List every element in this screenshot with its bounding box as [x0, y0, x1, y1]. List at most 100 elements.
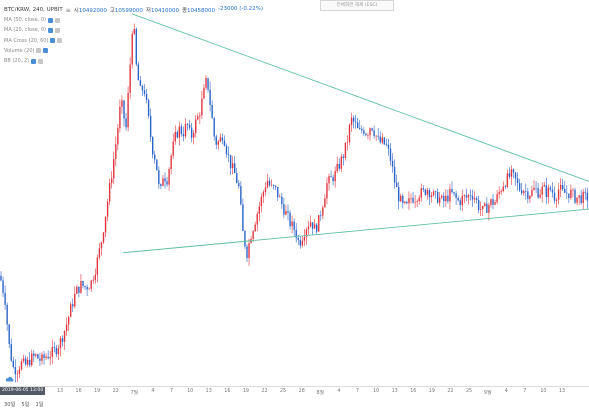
candle-body: [102, 232, 105, 243]
candle-body: [92, 280, 94, 281]
candle-body: [336, 163, 338, 172]
candle-body: [412, 197, 414, 203]
eye-icon[interactable]: [48, 27, 54, 33]
time-tick-label: 13: [558, 389, 566, 394]
candle-body: [55, 347, 58, 355]
candle-body: [496, 194, 498, 203]
candle-body: [367, 135, 369, 136]
candle-body: [104, 216, 107, 233]
candle-body: [86, 286, 88, 290]
settings-icon[interactable]: [55, 17, 61, 23]
candle-body: [4, 292, 6, 305]
time-tick-label: 25: [280, 389, 287, 394]
indicator-row[interactable]: BB (20, 2): [4, 57, 62, 65]
candle-body: [393, 166, 396, 183]
candle-body: [10, 343, 12, 361]
range-5d-button[interactable]: 5일: [21, 402, 30, 408]
candle-body: [6, 304, 8, 325]
candle-body: [568, 193, 570, 199]
candle-body: [453, 192, 455, 194]
ohlc-change: -23000 (-0.22%): [218, 6, 264, 12]
candle-body: [170, 155, 172, 170]
cloud-icon[interactable]: [5, 376, 14, 382]
candle-body: [264, 187, 267, 193]
candle-body: [156, 159, 158, 171]
candle-body: [385, 144, 388, 145]
candle-body: [449, 189, 451, 202]
candle-body: [584, 191, 586, 193]
candle-body: [123, 100, 125, 119]
fullscreen-exit-hint[interactable]: 전체화면 해제 (ESC): [320, 0, 394, 11]
support-trendline[interactable]: [122, 208, 589, 254]
candle-body: [180, 126, 183, 135]
candle-body: [354, 121, 357, 123]
candle-body: [301, 240, 304, 246]
candle-body: [43, 354, 45, 358]
candle-body: [420, 188, 422, 198]
candle-body: [313, 224, 316, 229]
indicator-row[interactable]: MA (50, close, 0): [4, 16, 62, 24]
settings-icon[interactable]: [57, 38, 63, 44]
eye-icon[interactable]: [36, 48, 42, 54]
settings-icon[interactable]: [43, 48, 49, 54]
indicator-row[interactable]: MA Cross (20, 60): [4, 37, 63, 45]
candle-body: [506, 173, 509, 187]
cursor-time-label: 13:00: [28, 387, 46, 395]
candle-body: [258, 206, 260, 214]
indicator-row[interactable]: Volume (20): [4, 47, 62, 55]
candle-body: [113, 159, 115, 179]
candle-body: [486, 203, 488, 213]
symbol-menu-icon[interactable]: ≡: [65, 6, 71, 14]
candle-body: [559, 185, 562, 190]
candle-body: [439, 197, 441, 203]
candle-body: [22, 358, 25, 362]
candle-body: [158, 170, 160, 185]
indicator-row[interactable]: MA (20, close, 0): [4, 26, 62, 34]
time-tick-label: 19: [242, 389, 249, 394]
candle-body: [275, 185, 277, 187]
candle-body: [383, 137, 386, 145]
time-tick-label: 7: [170, 389, 174, 394]
time-tick-label: 25: [465, 389, 473, 394]
time-axis[interactable]: 13 16 19 22 7월 4 7 10 13 16 19 22 25 28 8월 4 7 10 13 16 19 22…: [0, 386, 589, 399]
candle-body: [547, 187, 550, 197]
candle-body: [67, 316, 70, 325]
resistance-trendline[interactable]: [131, 13, 589, 182]
candle-body: [529, 195, 531, 199]
candle-body: [37, 354, 39, 359]
candle-body: [443, 195, 445, 202]
candle-body: [248, 242, 250, 259]
settings-icon[interactable]: [38, 58, 44, 64]
candle-body: [184, 124, 187, 137]
candle-body: [320, 215, 322, 216]
candle-body: [115, 144, 117, 160]
candle-body: [350, 117, 353, 125]
eye-icon[interactable]: [31, 58, 37, 64]
candle-body: [477, 199, 480, 210]
candle-body: [402, 195, 404, 203]
candle-body: [285, 211, 287, 215]
candle-body: [359, 128, 361, 129]
candle-body: [277, 186, 279, 198]
candle-body: [375, 135, 377, 137]
candle-body: [20, 361, 23, 370]
candle-body: [268, 180, 271, 186]
settings-icon[interactable]: [55, 27, 61, 33]
candle-body: [96, 257, 99, 275]
candle-body: [363, 130, 365, 134]
candle-body: [398, 187, 400, 202]
eye-icon[interactable]: [50, 38, 56, 44]
indicator-label: BB (20, 2): [4, 58, 30, 65]
candle-body: [484, 203, 486, 206]
time-tick-label: 7: [523, 389, 527, 394]
time-tick-label: 22: [261, 389, 268, 394]
range-30d-button[interactable]: 30일: [4, 402, 16, 408]
symbol-legend: BTC/KRW, 240, UPBIT ≡ 시10492000 고1059900…: [4, 4, 263, 16]
eye-icon[interactable]: [48, 17, 54, 23]
candle-body: [164, 178, 166, 182]
candle-body: [121, 100, 123, 107]
range-1d-button[interactable]: 1일: [35, 402, 44, 408]
candle-body: [541, 186, 543, 195]
price-chart[interactable]: [0, 0, 589, 386]
candle-body: [441, 195, 443, 198]
